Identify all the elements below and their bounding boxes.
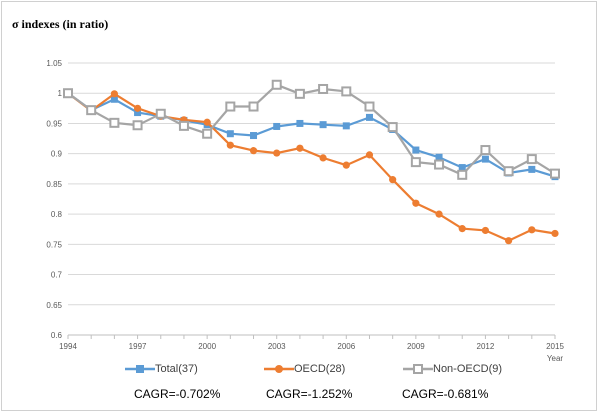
data-point-0 [412,146,420,154]
data-point-1 [226,141,234,149]
data-point-0 [528,165,536,173]
legend-item-non-oecd: Non-OECD(9) [403,359,502,379]
cagr-oecd: CAGR=-1.252% [266,387,353,401]
y-tick-label: 0.65 [46,301,62,310]
data-point-1 [342,161,350,169]
y-axis-label: σ indexes (in ratio) [12,17,109,31]
x-tick-label: 2006 [337,342,355,351]
data-point-2 [225,101,236,112]
data-point-1 [551,229,559,238]
cagr-total: CAGR=-0.702% [134,387,221,401]
data-point-0 [110,95,118,103]
data-point-0 [134,109,142,117]
legend-item-oecd: OECD(28) [264,359,345,379]
data-point-2 [503,166,514,177]
legend-label-non-oecd: Non-OECD(9) [433,363,503,375]
data-point-0 [273,122,281,130]
data-point-2 [526,154,537,165]
y-tick-label: 0.95 [46,119,62,128]
series-line-0 [67,92,556,178]
data-point-2 [248,101,259,112]
data-point-1 [249,147,258,155]
data-point-1 [319,154,327,162]
cagr-non-oecd: CAGR=-0.681% [402,387,489,401]
data-point-2 [109,117,120,128]
data-point-2 [480,145,491,156]
data-point-1 [203,118,211,126]
data-point-0 [458,164,466,172]
series-line-2 [67,83,556,177]
data-point-2 [387,122,398,133]
data-point-1 [365,151,374,159]
data-point-2 [178,120,189,131]
x-tick-label: 2009 [407,342,425,351]
y-tick-label: 1 [58,89,63,98]
data-point-2 [434,159,445,170]
legend: Total(37) OECD(28) Non-OECD(9) [0,359,600,379]
legend-swatch-oecd [264,365,294,373]
data-point-1 [110,90,118,98]
x-tick-label: 2000 [198,342,216,351]
series-line-1 [67,92,556,242]
y-tick-label: 0.6 [51,331,63,340]
y-tick-label: 0.7 [51,271,63,280]
data-point-2 [63,88,73,99]
data-point-0 [296,119,304,127]
data-point-0 [319,121,327,129]
data-point-0 [250,132,258,140]
y-tick-label: 0.8 [51,210,63,219]
data-point-2 [364,101,375,112]
data-point-2 [318,83,329,94]
legend-label-oecd: OECD(28) [294,363,346,375]
data-point-1 [528,226,536,234]
data-point-1 [505,237,513,245]
legend-swatch-total [125,365,155,373]
data-point-2 [202,128,213,139]
data-point-1 [458,225,466,233]
data-point-2 [457,169,468,180]
data-point-2 [294,88,305,99]
data-point-1 [412,199,420,207]
y-tick-label: 0.85 [46,180,62,189]
x-tick-label: 2015 [546,342,564,351]
data-point-0 [481,155,489,163]
data-point-2 [86,105,97,116]
data-point-2 [271,79,282,90]
data-point-2 [132,120,143,131]
data-point-0 [365,113,373,121]
data-point-1 [389,176,397,184]
data-point-2 [410,157,421,168]
x-tick-label: 2003 [268,342,286,351]
legend-label-total: Total(37) [155,363,198,375]
data-point-1 [133,104,142,112]
data-point-1 [435,210,443,218]
data-point-2 [155,108,166,119]
data-point-1 [273,149,281,157]
data-point-0 [342,122,350,130]
data-point-1 [296,144,304,152]
x-tick-label: 2012 [477,342,495,351]
x-tick-label: 1994 [59,342,77,351]
data-point-0 [226,130,234,138]
x-tick-label: 1997 [129,342,147,351]
legend-item-total: Total(37) [125,359,198,379]
data-point-0 [435,153,443,161]
data-point-1 [481,226,490,235]
x-axis-label: Year [547,354,564,363]
data-point-2 [341,86,352,97]
y-tick-label: 0.9 [51,150,63,159]
y-tick-label: 0.75 [46,240,62,249]
legend-swatch-non-oecd [403,364,433,374]
data-point-2 [550,168,560,179]
y-tick-label: 1.05 [46,59,62,68]
